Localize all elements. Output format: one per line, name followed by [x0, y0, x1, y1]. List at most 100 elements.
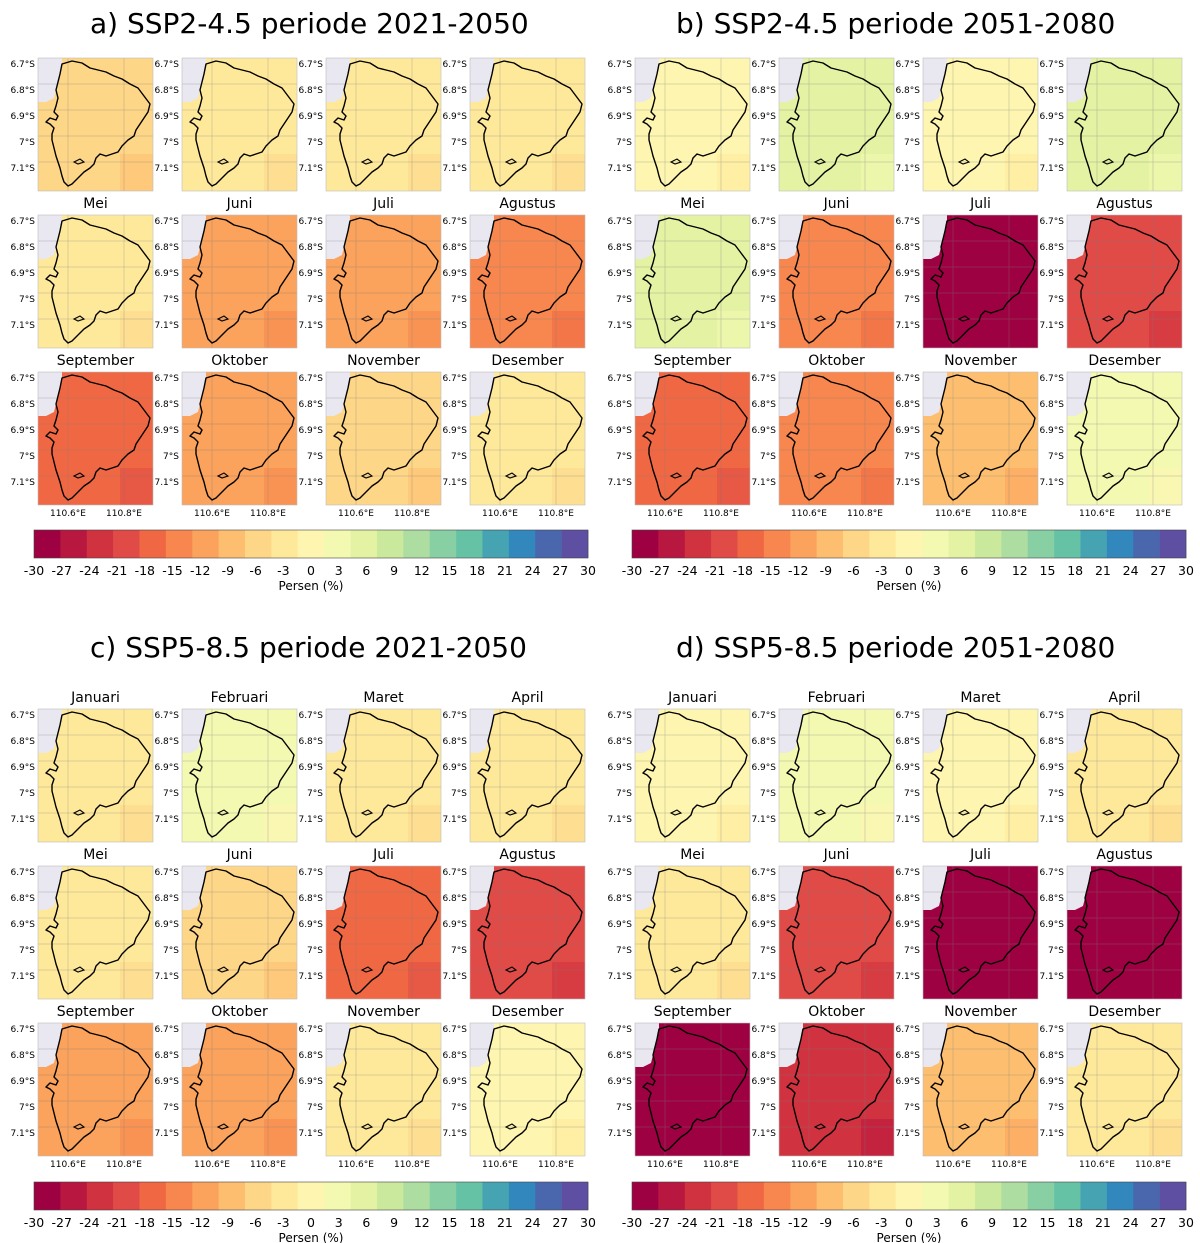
- region-outline: [477, 374, 583, 501]
- colorbar-swatch: [1133, 1182, 1160, 1210]
- colorbar-swatch: [1001, 530, 1029, 558]
- colorbar-swatch: [508, 1182, 536, 1210]
- lat-tick-label: 7°S: [19, 138, 35, 148]
- colorbar-tick: -21: [107, 1215, 127, 1230]
- region-outline: [786, 711, 892, 838]
- region-outline: [45, 374, 151, 501]
- map-0-0: 6.7°S 6.8°S 6.9°S 7°S 7.1°S: [10, 57, 154, 192]
- map-0-2: 6.7°S 6.8°S 6.9°S 7°S 7.1°S: [298, 57, 442, 192]
- lat-tick-label: 6.9°S: [154, 1077, 179, 1087]
- lat-tick-label: 6.9°S: [1039, 426, 1064, 436]
- lat-tick-label: 6.7°S: [442, 217, 467, 227]
- lat-tick-label: 7°S: [1048, 295, 1064, 305]
- coast-detail: [669, 158, 683, 165]
- lon-tick-label: 110.8°E: [394, 1160, 430, 1170]
- lon-tick-label: 110.8°E: [538, 1160, 574, 1170]
- lat-tick-label: 6.7°S: [298, 1025, 323, 1035]
- coast-detail: [669, 809, 683, 816]
- colorbar-tick: 27: [552, 563, 568, 578]
- anomaly-cell: [1005, 805, 1038, 842]
- colorbar-tick: 27: [1150, 1215, 1166, 1230]
- colorbar-tick: -30: [24, 563, 44, 578]
- lat-tick-label: 7°S: [307, 789, 323, 799]
- map-0-9: 6.7°S 6.8°S 6.9°S 7°S 7.1°S Oktober: [154, 353, 298, 506]
- map-0-11: 6.7°S 6.8°S 6.9°S 7°S 7.1°S Desember: [442, 353, 586, 506]
- no-data-area: [38, 372, 62, 416]
- colorbar-frame: [33, 1181, 589, 1211]
- lat-tick-label: 6.8°S: [10, 400, 35, 410]
- lat-tick-label: 6.8°S: [442, 737, 467, 747]
- lat-tick-label: 6.9°S: [607, 269, 632, 279]
- no-data-area: [470, 215, 494, 259]
- colorbar-tick: -12: [190, 1215, 210, 1230]
- colorbar-swatch: [1027, 1182, 1055, 1210]
- lat-tick-label: 6.9°S: [751, 269, 776, 279]
- map-2-3: 6.7°S 6.8°S 6.9°S 7°S 7.1°S April: [442, 690, 586, 843]
- lat-tick-label: 7.1°S: [154, 478, 179, 488]
- colorbar-swatch: [1001, 1182, 1029, 1210]
- colorbar-label: Persen (%): [877, 579, 942, 593]
- colorbar-tick: 18: [1067, 1215, 1083, 1230]
- coast-detail: [360, 809, 374, 816]
- lat-tick-label: 6.8°S: [895, 243, 920, 253]
- colorbar-swatch: [535, 1182, 562, 1210]
- region-outline: [189, 868, 295, 995]
- colorbar-swatch: [895, 530, 923, 558]
- lat-tick-label: 6.8°S: [298, 400, 323, 410]
- lat-tick-label: 7.1°S: [442, 164, 467, 174]
- lat-tick-label: 6.7°S: [607, 60, 632, 70]
- colorbar-tick: -6: [249, 1215, 262, 1230]
- colorbar-swatch: [790, 1182, 817, 1210]
- lat-tick-label: 7°S: [616, 789, 632, 799]
- lat-tick-label: 7°S: [307, 946, 323, 956]
- colorbar-swatch: [139, 1182, 167, 1210]
- map-frame: [181, 371, 298, 506]
- lat-tick-label: 7°S: [307, 295, 323, 305]
- no-data-area: [923, 1023, 947, 1067]
- lat-tick-label: 7.1°S: [751, 815, 776, 825]
- lon-tick-label: 110.6°E: [194, 1160, 230, 1170]
- month-title: November: [347, 1004, 420, 1020]
- coast-detail: [813, 966, 827, 973]
- coast-detail: [216, 809, 230, 816]
- region-outline: [930, 711, 1036, 838]
- lat-tick-label: 7°S: [616, 946, 632, 956]
- lat-tick-label: 6.8°S: [298, 737, 323, 747]
- colorbar-swatch: [508, 530, 536, 558]
- lat-tick-label: 6.9°S: [751, 1077, 776, 1087]
- gridlines: [182, 709, 297, 842]
- colorbar-swatch: [403, 530, 431, 558]
- month-title: Juli: [969, 847, 991, 863]
- colorbar-swatch: [1080, 1182, 1108, 1210]
- colorbar-swatch: [948, 530, 976, 558]
- no-data-area: [779, 58, 803, 102]
- anomaly-cell: [408, 805, 441, 842]
- lat-tick-label: 7.1°S: [607, 164, 632, 174]
- no-data-area: [182, 866, 206, 910]
- lat-tick-label: 6.9°S: [298, 1077, 323, 1087]
- anomaly-cell: [1005, 468, 1038, 505]
- region-outline: [786, 217, 892, 344]
- colorbar-swatch: [429, 530, 457, 558]
- lat-tick-label: 7.1°S: [442, 815, 467, 825]
- lat-tick-label: 6.8°S: [607, 400, 632, 410]
- map-frame: [37, 708, 154, 843]
- colorbar-tick: 24: [525, 1215, 541, 1230]
- colorbar-swatch: [1133, 530, 1160, 558]
- region-outline: [45, 868, 151, 995]
- lat-tick-label: 6.8°S: [751, 1051, 776, 1061]
- colorbar-swatch: [1106, 1182, 1134, 1210]
- map-2-9: 6.7°S 6.8°S 6.9°S 7°S 7.1°S Oktober: [154, 1004, 298, 1157]
- map-frame: [778, 708, 895, 843]
- month-title: Mei: [83, 847, 108, 863]
- lon-tick-label: 110.8°E: [1135, 1160, 1171, 1170]
- colorbar-tick: 9: [390, 563, 398, 578]
- region-outline: [642, 868, 748, 995]
- anomaly-cell: [120, 468, 153, 505]
- colorbar-tick: -27: [649, 563, 669, 578]
- region-outline: [786, 868, 892, 995]
- month-title: November: [944, 1004, 1017, 1020]
- lat-tick-label: 7°S: [163, 1103, 179, 1113]
- coast-detail: [1101, 966, 1115, 973]
- colorbar-swatch: [763, 530, 791, 558]
